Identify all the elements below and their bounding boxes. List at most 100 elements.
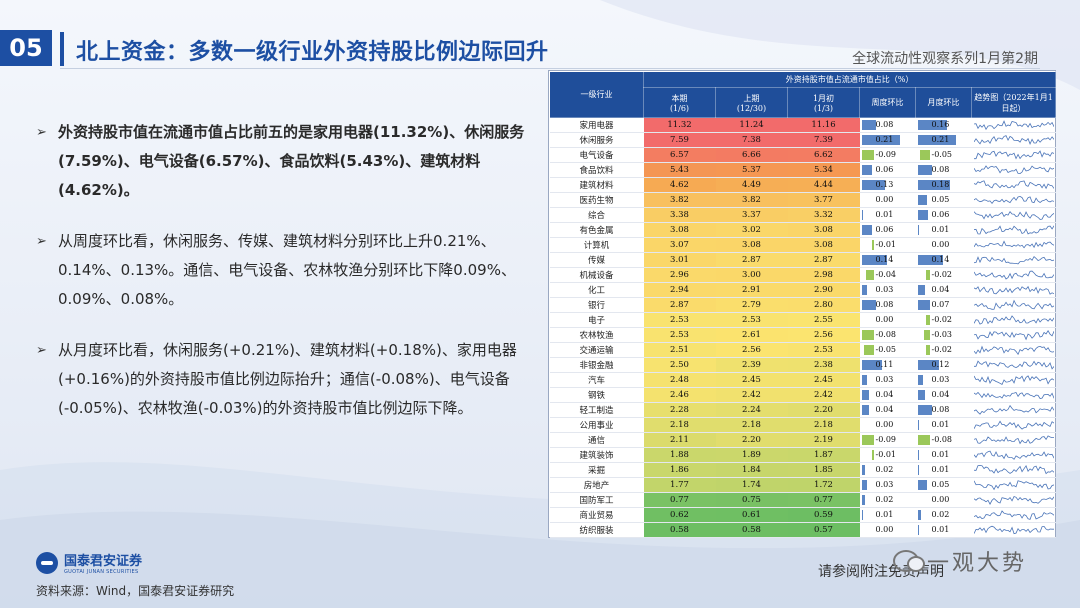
- week-change-value: -0.09: [875, 150, 897, 159]
- previous-value: 2.61: [715, 327, 788, 343]
- industry-name: 综合: [549, 207, 644, 223]
- month-change-value: 0.07: [931, 300, 950, 309]
- month-change-value: 0.05: [931, 195, 950, 204]
- header-week-change: 周度环比: [859, 87, 916, 118]
- month-change-bar: [917, 465, 920, 475]
- week-change-bar: [861, 435, 874, 445]
- previous-value: 2.79: [715, 297, 788, 313]
- trend-sparkline: [971, 267, 1056, 283]
- trend-sparkline: [971, 477, 1056, 493]
- current-value: 2.87: [643, 297, 716, 313]
- week-change: -0.05: [859, 342, 916, 358]
- month-change-value: 0.03: [931, 375, 950, 384]
- trend-sparkline: [971, 237, 1056, 253]
- table-row: 银行 2.87 2.79 2.80 0.08 0.07: [549, 297, 1056, 313]
- week-change-bar: [861, 390, 869, 400]
- month-change: 0.04: [915, 282, 972, 298]
- previous-value: 3.02: [715, 222, 788, 238]
- month-change: -0.02: [915, 312, 972, 328]
- bullet-item: ➢ 从月度环比看，休闲服务(+0.21%)、建筑材料(+0.18%)、家用电器(…: [36, 336, 536, 423]
- month-change-bar: [917, 210, 929, 220]
- current-value: 2.18: [643, 417, 716, 433]
- trend-sparkline: [971, 207, 1056, 223]
- month-change-bar: [925, 345, 930, 355]
- industry-name: 交通运输: [549, 342, 644, 358]
- watermark-text: 一观大势: [927, 551, 1028, 576]
- previous-value: 2.45: [715, 372, 788, 388]
- header-month-change: 月度环比: [915, 87, 972, 118]
- month-change: 0.06: [915, 207, 972, 223]
- previous-value: 4.49: [715, 177, 788, 193]
- table-row: 机械设备 2.96 3.00 2.98 -0.04 -0.02: [549, 267, 1056, 283]
- wechat-watermark: 一观大势: [893, 545, 1027, 577]
- previous-value: 3.08: [715, 237, 788, 253]
- month-change: -0.05: [915, 147, 972, 163]
- table-row: 食品饮料 5.43 5.37 5.34 0.06 0.08: [549, 162, 1056, 178]
- month-change-bar: [917, 300, 931, 310]
- week-change-value: 0.01: [875, 510, 894, 519]
- previous-value: 2.53: [715, 312, 788, 328]
- bullet-item: ➢ 外资持股市值在流通市值占比前五的是家用电器(11.32%)、休闲服务(7.5…: [36, 118, 536, 205]
- week-change: 0.03: [859, 282, 916, 298]
- month-start-value: 4.44: [787, 177, 860, 193]
- industry-name: 电子: [549, 312, 644, 328]
- month-start-value: 2.87: [787, 252, 860, 268]
- week-change: 0.00: [859, 312, 916, 328]
- current-value: 2.46: [643, 387, 716, 403]
- current-value: 2.51: [643, 342, 716, 358]
- month-change-value: 0.00: [931, 495, 950, 504]
- month-change-bar: [924, 330, 930, 340]
- week-change: 0.02: [859, 492, 916, 508]
- week-change-value: 0.02: [875, 465, 894, 474]
- industry-name: 钢铁: [549, 387, 644, 403]
- table-row: 钢铁 2.46 2.42 2.42 0.04 0.04: [549, 387, 1056, 403]
- previous-value: 2.24: [715, 402, 788, 418]
- month-change: 0.01: [915, 462, 972, 478]
- month-change: 0.01: [915, 447, 972, 463]
- month-change-bar: [917, 375, 923, 385]
- week-change-bar: [861, 120, 877, 130]
- month-change: 0.14: [915, 252, 972, 268]
- trend-sparkline: [971, 522, 1056, 538]
- month-change-bar: [917, 450, 920, 460]
- month-change-bar: [917, 360, 940, 370]
- month-change: 0.02: [915, 507, 972, 523]
- month-change-value: -0.05: [931, 150, 953, 159]
- current-value: 0.62: [643, 507, 716, 523]
- arrow-icon: ➢: [36, 234, 47, 249]
- industry-name: 非银金融: [549, 357, 644, 373]
- month-start-value: 2.56: [787, 327, 860, 343]
- week-change-value: 0.00: [875, 315, 894, 324]
- week-change-value: 0.03: [875, 480, 894, 489]
- industry-name: 电气设备: [549, 147, 644, 163]
- week-change: 0.06: [859, 162, 916, 178]
- month-change: 0.21: [915, 132, 972, 148]
- week-change: 0.00: [859, 522, 916, 538]
- trend-sparkline: [971, 312, 1056, 328]
- arrow-icon: ➢: [36, 125, 47, 140]
- month-change-bar: [917, 525, 920, 535]
- industry-name: 采掘: [549, 462, 644, 478]
- month-start-value: 2.55: [787, 312, 860, 328]
- current-value: 0.77: [643, 492, 716, 508]
- week-change: 0.08: [859, 117, 916, 133]
- week-change-bar: [861, 255, 887, 265]
- month-change-value: 0.14: [931, 255, 950, 264]
- week-change: 0.03: [859, 372, 916, 388]
- month-change-value: 0.21: [931, 135, 950, 144]
- current-value: 1.86: [643, 462, 716, 478]
- report-series: 全球流动性观察系列1月第2期: [852, 51, 1038, 67]
- trend-sparkline: [971, 297, 1056, 313]
- month-change-value: 0.12: [931, 360, 950, 369]
- trend-sparkline: [971, 462, 1056, 478]
- previous-value: 0.61: [715, 507, 788, 523]
- current-value: 3.08: [643, 222, 716, 238]
- previous-value: 2.39: [715, 357, 788, 373]
- month-change: 0.05: [915, 192, 972, 208]
- month-start-value: 1.87: [787, 447, 860, 463]
- current-value: 1.77: [643, 477, 716, 493]
- previous-value: 1.74: [715, 477, 788, 493]
- month-change-bar: [925, 315, 930, 325]
- week-change-bar: [861, 405, 869, 415]
- trend-sparkline: [971, 192, 1056, 208]
